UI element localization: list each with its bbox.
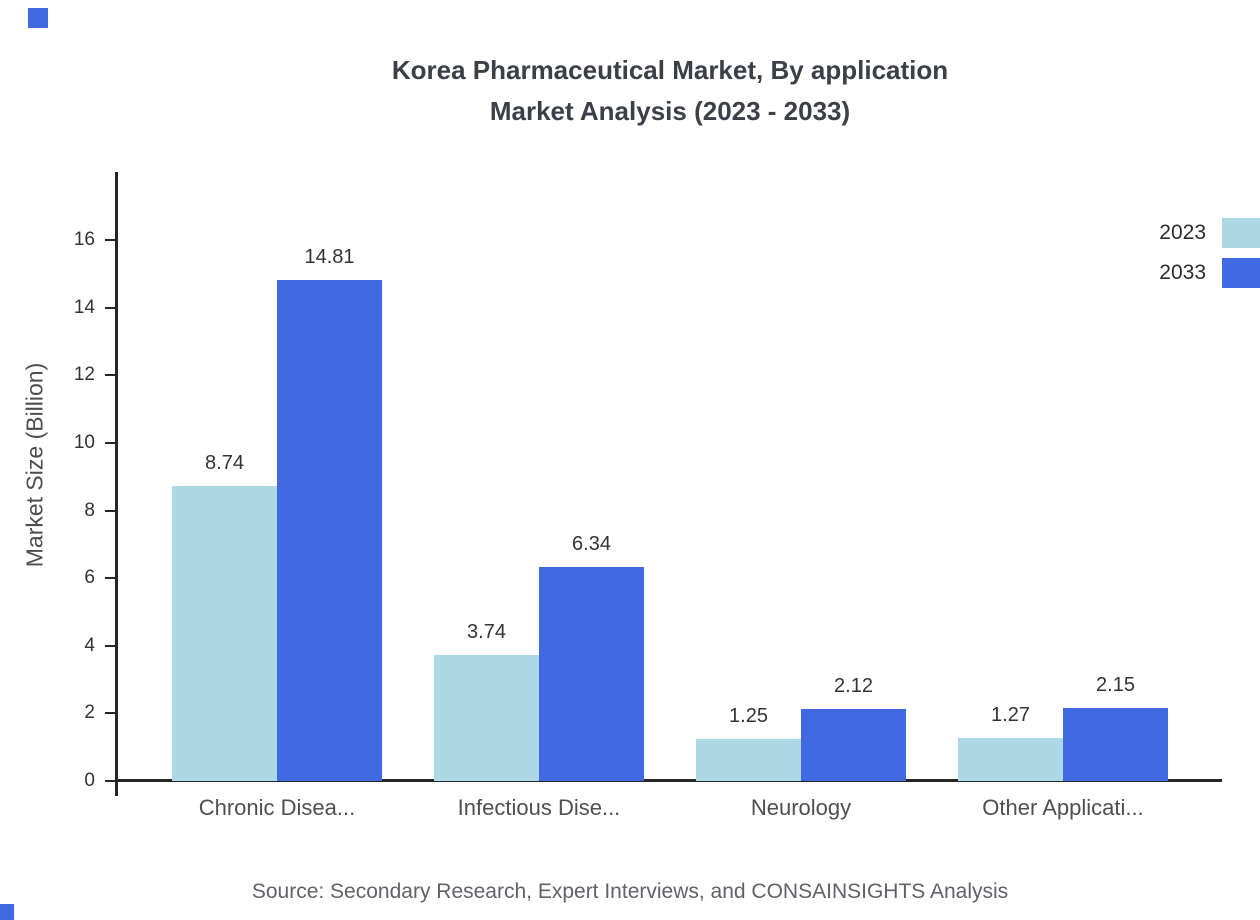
y-tick-mark xyxy=(105,442,115,444)
bar-value-label: 1.25 xyxy=(729,704,768,727)
y-tick-mark xyxy=(105,712,115,715)
y-tick-label: 6 xyxy=(84,567,95,589)
corner-mark-top-left xyxy=(28,8,48,28)
bar-value-label: 1.27 xyxy=(991,704,1030,727)
bar-2033-category-0 xyxy=(277,280,382,781)
y-tick-label: 0 xyxy=(84,770,95,791)
chart-title: Korea Pharmaceutical Market, By applicat… xyxy=(80,50,1260,132)
y-tick-mark xyxy=(105,644,115,647)
bar-value-label: 2.12 xyxy=(834,675,873,698)
bar-value-label: 2.15 xyxy=(1096,674,1135,697)
bar-2023-category-1 xyxy=(434,654,539,781)
y-tick-mark xyxy=(105,577,115,580)
y-tick-mark xyxy=(105,306,115,309)
source-note: Source: Secondary Research, Expert Inter… xyxy=(251,880,1009,903)
x-category-label: Other Applicati... xyxy=(982,795,1144,820)
bar-value-label: 6.34 xyxy=(572,532,611,555)
y-tick-label: 16 xyxy=(73,229,95,251)
legend-label: 2033 xyxy=(1159,261,1206,284)
bar-value-label: 14.81 xyxy=(304,246,355,269)
y-axis-line xyxy=(115,172,118,796)
bar-2023-category-0 xyxy=(172,485,277,781)
y-tick-mark xyxy=(105,374,115,377)
y-tick-label: 10 xyxy=(73,432,95,453)
x-category-label: Neurology xyxy=(750,795,852,820)
legend-item-2033: 2033 xyxy=(1159,257,1260,289)
y-tick-label: 8 xyxy=(84,499,95,521)
y-tick-label: 2 xyxy=(84,702,95,724)
x-category-label: Infectious Dise... xyxy=(457,795,621,820)
legend: 2023 2033 xyxy=(1159,217,1260,289)
corner-mark-bottom-left xyxy=(0,904,14,920)
bar-2033-category-1 xyxy=(539,566,644,781)
y-tick-mark xyxy=(105,239,115,242)
x-category-label: Chronic Disea... xyxy=(198,795,356,820)
bar-2023-category-3 xyxy=(958,738,1063,781)
x-axis-line xyxy=(115,779,1222,782)
y-tick-mark xyxy=(105,509,115,512)
y-tick-mark xyxy=(105,780,115,782)
y-tick-label: 12 xyxy=(73,364,95,386)
bar-value-label: 8.74 xyxy=(205,451,244,474)
legend-label: 2023 xyxy=(1159,221,1206,244)
legend-swatch xyxy=(1222,218,1260,248)
bar-2033-category-3 xyxy=(1063,708,1168,781)
bar-value-label: 3.74 xyxy=(467,620,506,643)
bar-2033-category-2 xyxy=(801,709,906,781)
y-tick-label: 4 xyxy=(84,634,95,656)
chart-title-line1: Korea Pharmaceutical Market, By applicat… xyxy=(391,55,949,85)
chart-title-line2: Market Analysis (2023 - 2033) xyxy=(489,96,851,126)
legend-item-2023: 2023 xyxy=(1159,217,1260,249)
legend-swatch xyxy=(1222,258,1260,288)
y-tick-label: 14 xyxy=(73,296,95,318)
bar-2023-category-2 xyxy=(696,738,801,781)
